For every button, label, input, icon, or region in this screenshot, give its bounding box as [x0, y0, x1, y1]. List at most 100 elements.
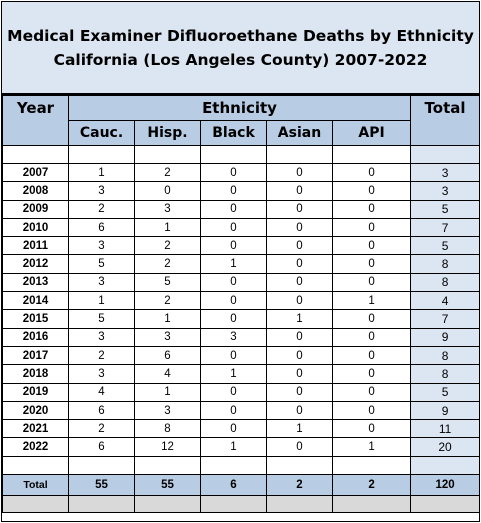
cell-year: 2021 — [2, 419, 69, 439]
cell-cauc: 3 — [68, 272, 135, 293]
cell-black: 0 — [200, 419, 267, 439]
cell-hisp: 6 — [134, 345, 201, 366]
cell-total: 4 — [410, 291, 481, 311]
total-api: 2 — [331, 473, 412, 496]
cell-asian: 0 — [266, 272, 333, 293]
blank-cell — [266, 455, 333, 475]
cell-total: 11 — [410, 419, 481, 439]
cell-asian: 0 — [266, 254, 333, 274]
cell-black: 0 — [200, 272, 267, 293]
cell-year: 2009 — [2, 199, 69, 219]
cell-total: 8 — [410, 254, 481, 274]
cell-asian: 0 — [266, 199, 333, 219]
spacer-row-top — [2, 145, 481, 164]
header-cauc: Cauc. — [68, 120, 135, 146]
deaths-table: Year Ethnicity Total Cauc. Hisp. Black A… — [2, 95, 481, 513]
cell-year: 2018 — [2, 364, 69, 384]
cell-total: 3 — [410, 181, 481, 201]
cell-cauc: 6 — [68, 217, 135, 238]
cell-year: 2016 — [2, 327, 69, 347]
cell-asian: 0 — [266, 364, 333, 384]
blank-cell — [266, 145, 333, 164]
cell-black: 0 — [200, 236, 267, 256]
table-row: 2008 3 0 0 0 0 3 — [2, 181, 481, 201]
cell-total: 5 — [410, 199, 481, 219]
cell-hisp: 4 — [134, 364, 201, 384]
cell-hisp: 2 — [134, 254, 201, 274]
cell-asian: 0 — [266, 291, 333, 311]
cell-asian: 0 — [266, 400, 333, 421]
title-line-2: California (Los Angeles County) 2007-202… — [53, 50, 428, 69]
cell-black: 0 — [200, 382, 267, 402]
total-black: 6 — [200, 473, 267, 496]
cell-asian: 0 — [266, 162, 333, 183]
cell-api: 0 — [331, 236, 412, 256]
cell-asian: 0 — [266, 382, 333, 402]
table-row: 2018 3 4 1 0 0 8 — [2, 364, 481, 384]
cell-api: 0 — [331, 199, 412, 219]
cell-hisp: 3 — [134, 327, 201, 347]
cell-total: 7 — [410, 217, 481, 238]
cell-hisp: 8 — [134, 419, 201, 439]
cell-black: 0 — [200, 217, 267, 238]
title-line-1: Medical Examiner Difluoroethane Deaths b… — [7, 26, 474, 45]
cell-hisp: 1 — [134, 382, 201, 402]
cell-cauc: 3 — [68, 364, 135, 384]
blank-cell — [2, 455, 69, 475]
cell-cauc: 2 — [68, 345, 135, 366]
cell-total: 20 — [410, 437, 481, 457]
header-black: Black — [200, 120, 267, 146]
blank-cell — [200, 455, 267, 475]
cell-black: 0 — [200, 291, 267, 311]
table-row: 2013 3 5 0 0 0 8 — [2, 272, 481, 293]
title-banner: Medical Examiner Difluoroethane Deaths b… — [2, 2, 479, 95]
cell-api: 0 — [331, 162, 412, 183]
cell-api: 0 — [331, 327, 412, 347]
blank-cell — [134, 145, 201, 164]
blank-cell — [68, 494, 135, 513]
cell-api: 0 — [331, 345, 412, 366]
cell-total: 9 — [410, 400, 481, 421]
cell-api: 0 — [331, 419, 412, 439]
cell-black: 0 — [200, 199, 267, 219]
cell-year: 2014 — [2, 291, 69, 311]
cell-year: 2011 — [2, 236, 69, 256]
cell-asian: 0 — [266, 217, 333, 238]
cell-total: 8 — [410, 364, 481, 384]
cell-api: 0 — [331, 309, 412, 329]
cell-cauc: 5 — [68, 254, 135, 274]
cell-api: 0 — [331, 382, 412, 402]
cell-api: 0 — [331, 217, 412, 238]
cell-total: 7 — [410, 309, 481, 329]
cell-cauc: 1 — [68, 291, 135, 311]
total-total: 120 — [410, 473, 481, 496]
cell-year: 2008 — [2, 181, 69, 201]
cell-black: 0 — [200, 181, 267, 201]
header-asian: Asian — [266, 120, 333, 146]
cell-total: 8 — [410, 345, 481, 366]
cell-black: 1 — [200, 437, 267, 457]
cell-total: 9 — [410, 327, 481, 347]
total-asian: 2 — [266, 473, 333, 496]
cell-asian: 0 — [266, 236, 333, 256]
cell-api: 1 — [331, 437, 412, 457]
table-row: 2017 2 6 0 0 0 8 — [2, 345, 481, 366]
cell-asian: 0 — [266, 327, 333, 347]
cell-year: 2019 — [2, 382, 69, 402]
table-row: 2009 2 3 0 0 0 5 — [2, 199, 481, 219]
cell-black: 0 — [200, 400, 267, 421]
cell-hisp: 3 — [134, 199, 201, 219]
header-row-2: Cauc. Hisp. Black Asian API — [3, 120, 480, 146]
cell-api: 0 — [331, 272, 412, 293]
total-label: Total — [2, 473, 69, 496]
cell-cauc: 3 — [68, 236, 135, 256]
cell-cauc: 2 — [68, 199, 135, 219]
table-row: 2014 1 2 0 0 1 4 — [2, 291, 481, 311]
cell-hisp: 5 — [134, 272, 201, 293]
header-year: Year — [2, 95, 69, 146]
cell-black: 1 — [200, 254, 267, 274]
cell-asian: 0 — [266, 345, 333, 366]
cell-year: 2020 — [2, 400, 69, 421]
cell-cauc: 3 — [68, 181, 135, 201]
